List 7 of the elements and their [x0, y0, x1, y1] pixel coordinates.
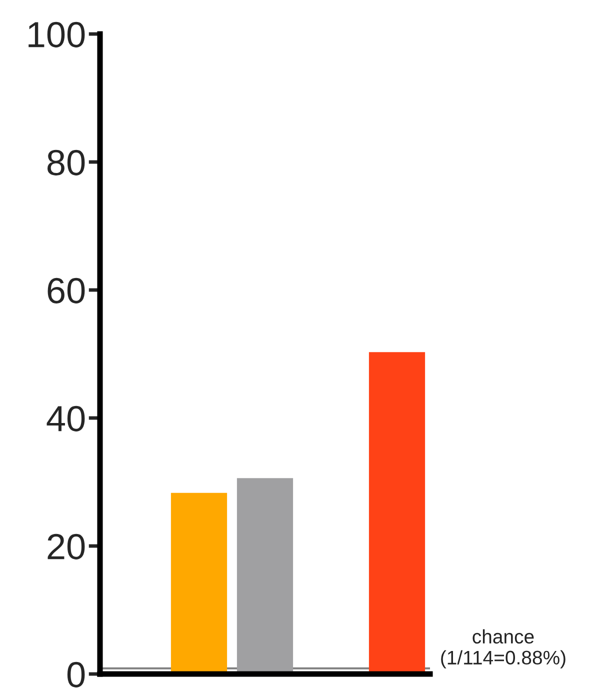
y-tick-label: 20 [48, 534, 85, 560]
ref-line-label: chance (1/114=0.88%) [441, 629, 566, 668]
y-tick-label: 80 [48, 150, 85, 176]
y-tick-label: 40 [46, 406, 85, 432]
y-tick-label: 60 [48, 278, 85, 304]
y-tick-label: 100 [28, 22, 85, 48]
y-tick-label: 0 [67, 662, 85, 688]
